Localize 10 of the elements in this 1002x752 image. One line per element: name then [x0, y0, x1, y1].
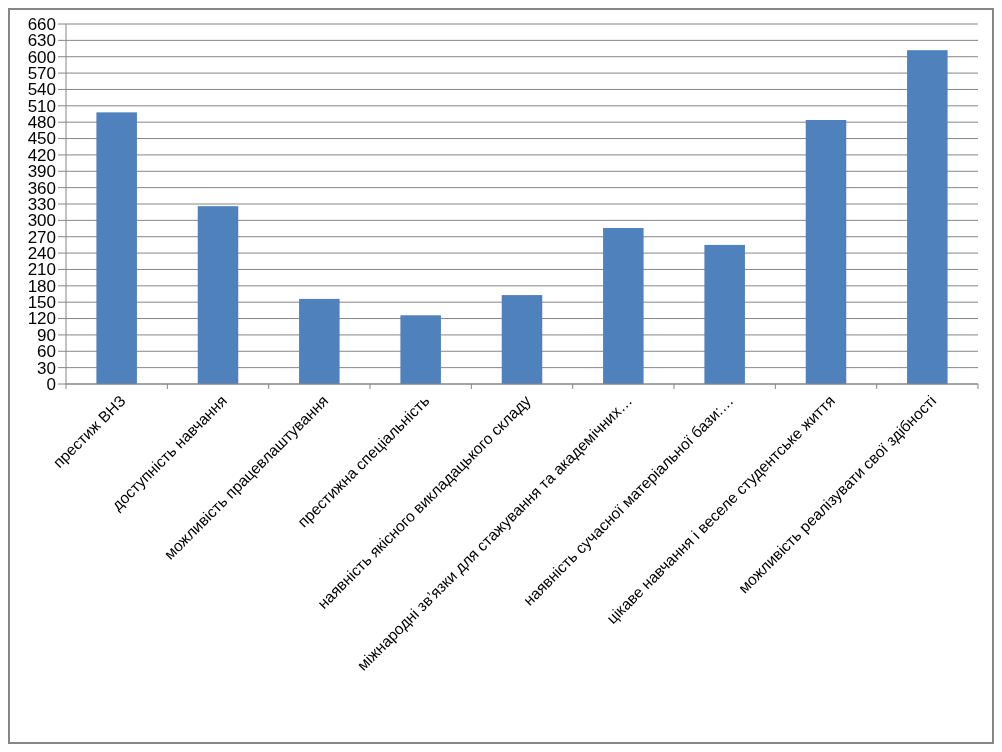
bar — [501, 295, 543, 384]
bar — [197, 206, 239, 384]
bar — [400, 315, 441, 384]
y-tick-label: 660 — [27, 14, 56, 34]
bar — [603, 228, 644, 384]
bar — [299, 298, 340, 384]
bar — [907, 50, 948, 384]
bar — [96, 112, 137, 384]
bar — [805, 120, 847, 384]
bar — [704, 244, 745, 384]
